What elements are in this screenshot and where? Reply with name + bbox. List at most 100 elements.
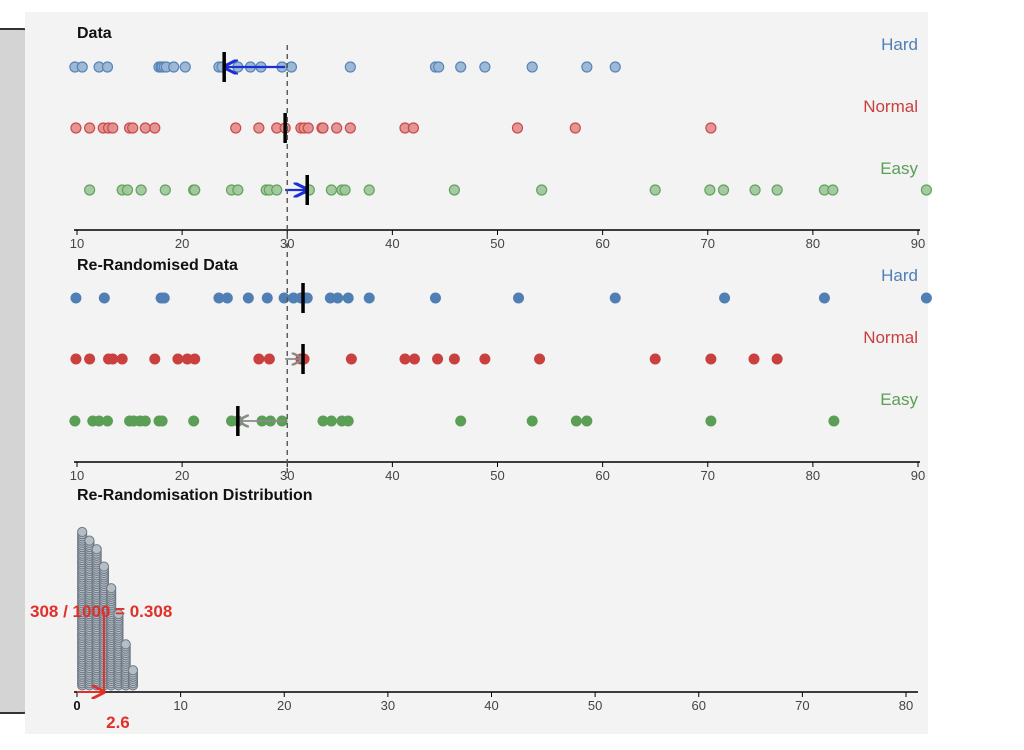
data-point-hard	[70, 292, 82, 304]
observed-statistic-label: 2.6	[106, 713, 130, 732]
data-point-normal	[149, 353, 161, 365]
data-point-easy	[771, 184, 783, 196]
group-label-hard: Hard	[881, 35, 918, 54]
group-label-normal: Normal	[863, 328, 918, 347]
x-axis-tick-label: 50	[490, 236, 504, 251]
data-point-hard	[479, 61, 491, 73]
data-point-easy	[189, 184, 201, 196]
data-point-easy	[325, 415, 337, 427]
data-point-normal	[302, 122, 314, 134]
data-point-hard	[719, 292, 731, 304]
data-point-hard	[581, 61, 593, 73]
data-point-normal	[253, 122, 265, 134]
data-point-hard	[526, 61, 538, 73]
data-point-easy	[705, 415, 717, 427]
data-point-easy	[135, 184, 147, 196]
rerandomised-data-section: Re-Randomised Data Hard Normal Easy 10 20 30 4…	[69, 257, 932, 483]
data-point-normal	[116, 353, 128, 365]
data-point-hard	[920, 292, 932, 304]
x-axis-tick-label: 20	[175, 468, 189, 483]
distribution-dot	[91, 544, 102, 555]
data-point-normal	[569, 122, 581, 134]
x-axis-tick-label: 40	[385, 468, 399, 483]
group-label-easy: Easy	[880, 159, 918, 178]
data-point-normal	[771, 353, 783, 365]
data-point-hard	[433, 61, 445, 73]
data-point-hard	[101, 61, 114, 73]
group-label-easy: Easy	[880, 390, 918, 409]
x-axis-tick-label: 20	[175, 236, 189, 251]
data-point-easy	[704, 184, 716, 196]
data-point-hard	[221, 292, 233, 304]
distribution-x-axis-tick-label: 40	[484, 698, 498, 713]
x-axis-tick-label: 90	[911, 236, 925, 251]
x-axis-tick-label: 80	[806, 468, 820, 483]
distribution-x-axis-tick-label: 20	[277, 698, 291, 713]
data-point-easy	[325, 184, 338, 196]
data-point-easy	[69, 415, 81, 427]
data-point-hard	[242, 292, 254, 304]
data-point-normal	[70, 353, 82, 365]
data-point-easy	[526, 415, 538, 427]
group-label-normal: Normal	[863, 97, 918, 116]
data-point-normal	[399, 353, 411, 365]
data-point-normal	[317, 122, 329, 134]
group-label-hard: Hard	[881, 266, 918, 285]
x-axis-tick-label: 10	[70, 236, 84, 251]
distribution-x-axis-tick-label: 30	[381, 698, 395, 713]
data-point-normal	[534, 353, 546, 365]
distribution-x-axis-tick-label: 70	[795, 698, 809, 713]
data-point-hard	[168, 61, 180, 73]
data-point-hard	[609, 61, 621, 73]
distribution-x-axis-tick-label: 80	[899, 698, 913, 713]
data-point-normal	[408, 353, 420, 365]
data-point-easy	[121, 184, 134, 196]
data-point-normal	[107, 353, 119, 365]
data-point-hard	[363, 292, 375, 304]
x-axis-tick-label: 30	[280, 468, 294, 483]
x-axis-tick-label: 60	[595, 468, 609, 483]
data-point-easy	[749, 184, 761, 196]
data-point-hard	[818, 292, 830, 304]
data-point-easy	[342, 415, 354, 427]
data-title: Data	[77, 25, 112, 42]
data-point-normal	[84, 353, 96, 365]
chart-panel	[25, 12, 928, 734]
data-point-normal	[511, 122, 524, 134]
data-point-normal	[748, 353, 760, 365]
data-point-normal	[345, 353, 357, 365]
data-point-easy	[84, 184, 96, 196]
x-axis-tick-label: 70	[701, 236, 715, 251]
data-point-normal	[344, 122, 356, 134]
data-point-normal	[432, 353, 444, 365]
data-point-hard	[342, 292, 354, 304]
distribution-title: Re-Randomisation Distribution	[77, 487, 313, 504]
distribution-dot	[106, 583, 117, 594]
data-point-easy	[156, 415, 168, 427]
distribution-dot	[77, 526, 88, 538]
data-point-normal	[139, 122, 151, 134]
data-point-normal	[84, 122, 96, 134]
data-point-hard	[513, 292, 525, 304]
data-point-easy	[159, 184, 171, 196]
data-point-easy	[827, 184, 839, 196]
data-point-normal	[263, 353, 275, 365]
distribution-x-axis-tick-label: 10	[173, 698, 187, 713]
data-point-easy	[339, 184, 351, 196]
distribution-annotation: 308 / 1000 = 0.308 2.6	[30, 602, 172, 732]
x-axis-tick-label: 50	[490, 468, 504, 483]
x-axis-tick-label: 10	[70, 468, 84, 483]
data-point-easy	[455, 415, 467, 427]
data-point-hard	[455, 61, 467, 73]
data-point-normal	[649, 353, 661, 365]
data-point-easy	[139, 415, 151, 427]
data-point-hard	[609, 292, 621, 304]
data-point-normal	[705, 122, 717, 134]
distribution-dot	[113, 609, 124, 620]
data-point-normal	[70, 122, 82, 134]
rerandomisation-distribution-section: Re-Randomisation Distribution 0 10 20 30 40 5…	[73, 487, 918, 713]
data-point-hard	[332, 292, 344, 304]
distribution-x-axis-tick-label: 60	[692, 698, 706, 713]
data-point-hard	[261, 292, 273, 304]
